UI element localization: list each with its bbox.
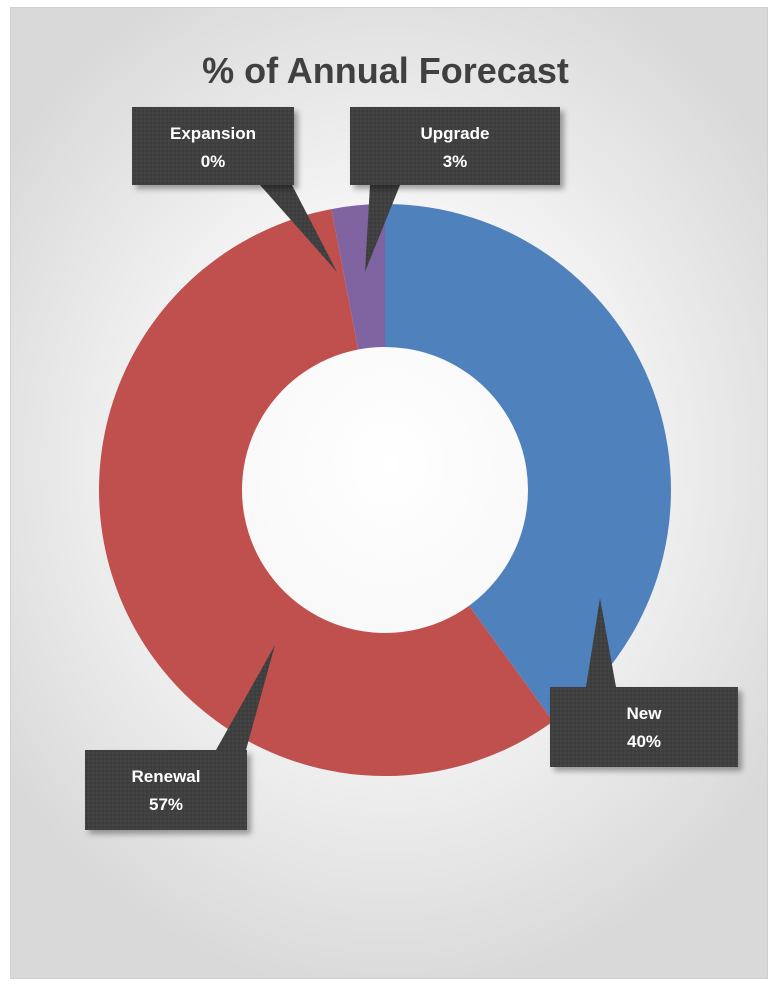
category-label: New <box>627 704 663 723</box>
value-label: 0% <box>201 152 226 171</box>
category-label: Expansion <box>170 124 256 143</box>
callout-new: New 40% <box>550 598 738 767</box>
callout-pointer <box>216 645 275 750</box>
callout-expansion: Expansion 0% <box>132 107 337 272</box>
callout-box <box>85 750 247 830</box>
chart-title: % of Annual Forecast <box>202 50 569 91</box>
value-label: 40% <box>627 732 661 751</box>
callout-box <box>132 107 294 185</box>
callout-pointer <box>586 598 616 687</box>
category-label: Upgrade <box>421 124 490 143</box>
callout-pointer <box>365 185 400 272</box>
slice-new <box>385 204 671 722</box>
slice-renewal <box>98 209 554 777</box>
value-label: 57% <box>149 795 183 814</box>
callout-box <box>550 687 738 767</box>
value-label: 3% <box>443 152 468 171</box>
callout-pointer <box>260 185 337 272</box>
callout-renewal: Renewal 57% <box>85 645 275 830</box>
callout-upgrade: Upgrade 3% <box>350 107 560 272</box>
category-label: Renewal <box>132 767 201 786</box>
callout-box <box>350 107 560 185</box>
